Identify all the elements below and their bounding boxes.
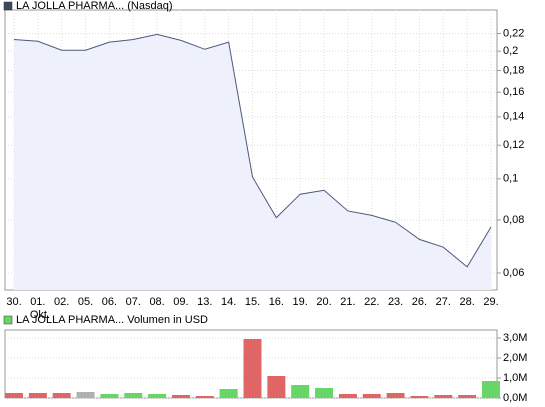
x-tick-label: 07. — [126, 296, 141, 308]
x-tick-label: 16. — [269, 296, 284, 308]
volume-bar — [76, 392, 95, 398]
volume-bar — [410, 396, 429, 398]
volume-bar — [124, 393, 143, 398]
volume-bar — [386, 393, 405, 398]
volume-bar — [148, 394, 167, 398]
y-tick-label: 1,0M — [503, 372, 527, 384]
y-tick-label: 0,2 — [503, 45, 518, 57]
y-tick-label: 2,0M — [503, 352, 527, 364]
x-tick-label: 22. — [364, 296, 379, 308]
x-tick-label: 20. — [316, 296, 331, 308]
y-tick-label: 0,0M — [503, 392, 527, 404]
x-tick-label: 29. — [483, 296, 498, 308]
x-tick-label: 19. — [293, 296, 308, 308]
x-tick-label: 09. — [173, 296, 188, 308]
x-sublabel: Okt. — [30, 309, 50, 321]
volume-bar — [315, 388, 334, 398]
x-tick-label: 21. — [340, 296, 355, 308]
x-tick-label: 26. — [412, 296, 427, 308]
legend-label: LA JOLLA PHARMA... (Nasdaq) — [16, 0, 173, 12]
x-tick-label: 27. — [436, 296, 451, 308]
volume-bar — [243, 339, 262, 398]
x-tick-label: 14. — [221, 296, 236, 308]
x-tick-label: 01. — [30, 296, 45, 308]
y-tick-label: 0,06 — [503, 267, 524, 279]
x-tick-label: 08. — [149, 296, 164, 308]
volume-bar — [267, 376, 286, 398]
price-area — [14, 34, 491, 290]
volume-bar — [171, 395, 190, 398]
x-tick-label: 30. — [6, 296, 21, 308]
volume-bar — [482, 381, 500, 398]
volume-bar — [434, 395, 453, 398]
volume-bar — [362, 394, 381, 398]
volume-bar — [219, 389, 238, 398]
y-tick-label: 0,08 — [503, 214, 524, 226]
volume-bar — [28, 393, 47, 398]
y-tick-label: 0,1 — [503, 173, 518, 185]
x-tick-label: 02. — [54, 296, 69, 308]
x-tick-label: 05. — [78, 296, 93, 308]
legend-swatch — [3, 1, 13, 11]
x-tick-label: 28. — [460, 296, 475, 308]
y-tick-label: 0,14 — [503, 111, 524, 123]
y-tick-label: 0,12 — [503, 139, 524, 151]
volume-bar — [52, 393, 71, 398]
volume-bar — [338, 394, 357, 398]
y-tick-label: 0,18 — [503, 64, 524, 76]
y-tick-label: 0,16 — [503, 86, 524, 98]
volume-bar — [100, 394, 119, 398]
x-tick-label: 23. — [388, 296, 403, 308]
volume-bar — [291, 385, 310, 398]
x-tick-label: 06. — [102, 296, 117, 308]
x-tick-label: 15. — [245, 296, 260, 308]
price-line — [13, 33, 492, 268]
volume-bar — [458, 395, 477, 398]
y-tick-label: 3,0M — [503, 332, 527, 344]
x-tick-label: 13. — [197, 296, 212, 308]
y-tick-label: 0,22 — [503, 27, 524, 39]
volume-bar — [195, 396, 214, 398]
legend-label: LA JOLLA PHARMA... Volumen in USD — [16, 314, 208, 326]
legend-swatch — [3, 315, 13, 325]
volume-bar — [5, 393, 23, 398]
